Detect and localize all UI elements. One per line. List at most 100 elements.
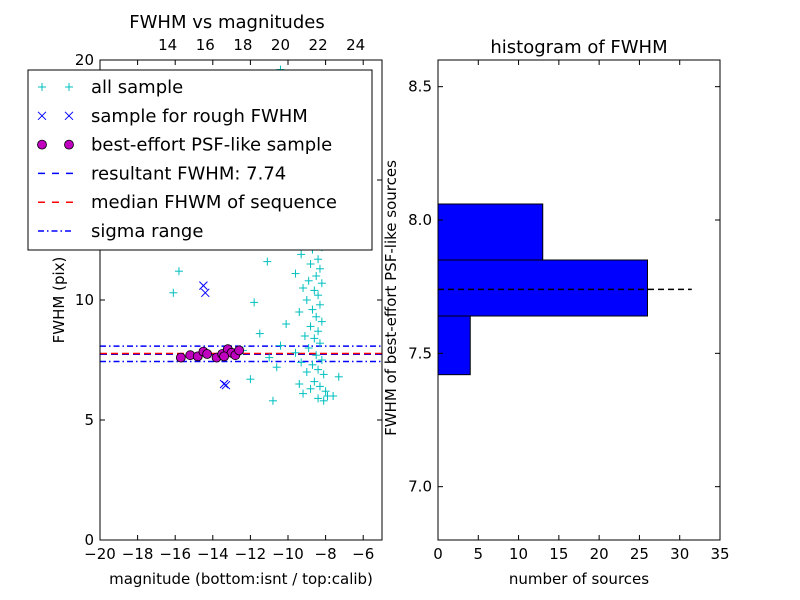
data-point [219,351,229,362]
x-tick-label: 10 [509,545,528,563]
data-point [314,255,323,264]
data-point [317,317,326,326]
y-tick-label: 7.5 [408,344,432,362]
x-tick-label: −14 [197,545,229,563]
x-tick-label: −20 [84,545,116,563]
histogram-panel: 0 5 10 15 20 25 30 35 7.0 7.5 8.0 8.5 histogram of… [382,37,730,588]
y-tick-label: 5 [84,411,94,429]
legend-label: all sample [91,77,183,98]
data-point [276,341,285,350]
histogram-bar [437,315,471,376]
x-tick-label: −6 [352,545,374,563]
data-point [263,257,272,266]
histogram-bar [437,259,648,317]
scatter-title: FWHM vs magnitudes [129,12,324,33]
histogram-x-ticks: 0 5 10 15 20 25 30 35 [433,60,730,563]
data-point [175,352,186,363]
data-point [310,286,319,295]
x-tick-label: −10 [272,545,304,563]
y-tick-label: 20 [75,51,94,69]
data-point [304,276,313,285]
data-point [221,380,231,390]
legend-marker [37,139,47,150]
data-point [295,380,304,388]
data-point [306,260,315,268]
histogram-title: histogram of FWHM [490,37,667,58]
data-point [314,394,323,403]
legend-entry: resultant FWHM: 7.74 [38,163,286,184]
data-point [300,332,309,340]
series-x [199,281,231,390]
data-point [234,345,245,356]
data-point [317,356,326,364]
x-tick-label: 35 [710,545,729,563]
legend-entry: best-effort PSF-like sample [37,135,332,156]
data-point [174,267,183,276]
data-point [314,327,323,336]
y-tick-label: 0 [84,531,94,549]
x-tick-label: 5 [474,545,484,563]
legend-entry: sigma range [38,221,203,242]
data-point [169,288,178,297]
reference-lines [100,345,382,363]
legend-marker [38,83,46,91]
x-tick-label: 15 [549,545,568,563]
legend-marker [65,83,73,91]
data-point [314,365,323,374]
histogram-y-ticks: 7.0 7.5 8.0 8.5 [408,78,720,496]
x-tick-label: 30 [670,545,689,563]
data-point [312,312,321,321]
top-tick-label: 22 [309,36,328,54]
data-point [306,322,315,331]
data-point [250,298,259,307]
data-point [200,288,210,298]
legend-label: sample for rough FWHM [91,106,308,127]
data-point [308,360,317,369]
legend-label: sigma range [91,221,203,242]
data-point [302,296,311,304]
scatter-x-label: magnitude (bottom:isnt / top:calib) [109,570,373,588]
scatter-y-label: FWHM (pix) [50,257,68,344]
legend-label: best-effort PSF-like sample [91,135,332,156]
x-tick-label: 20 [590,545,609,563]
top-tick-label: 14 [158,36,177,54]
scatter-top-ticks: 14 16 18 20 22 24 [158,36,365,54]
data-point [299,389,308,398]
data-point [268,396,277,405]
data-point [334,372,343,381]
data-point [202,349,213,359]
y-tick-label: 8.5 [408,78,432,96]
x-tick-label: −18 [122,545,154,563]
data-point [255,329,264,338]
data-point [246,375,255,384]
x-tick-label: 0 [433,545,443,563]
histogram-bar [437,203,544,261]
data-point [304,344,313,352]
data-point [291,348,300,357]
data-point [299,284,308,292]
legend-label: resultant FWHM: 7.74 [91,163,286,184]
histogram-y-label: FWHM of best-effort PSF-like sources [382,160,400,436]
legend-entry: all sample [38,77,183,98]
data-point [272,363,281,372]
x-tick-label: 25 [630,545,649,563]
data-point [306,384,315,393]
top-tick-label: 20 [271,36,290,54]
top-tick-label: 18 [233,36,252,54]
data-point [315,339,324,348]
data-point [315,300,324,309]
data-point [314,291,323,300]
data-point [312,351,321,360]
data-point [315,382,324,391]
y-tick-label: 7.0 [408,478,432,496]
data-point [319,396,328,405]
legend-marker [37,111,47,121]
data-point [315,264,324,273]
data-point [295,308,304,316]
legend-label: median FHWM of sequence [91,192,337,213]
scatter-x-ticks: −20 −18 −16 −14 −12 −10 −8 −6 [84,60,374,563]
legend-entry: sample for rough FWHM [37,106,308,127]
legend-box [27,69,373,251]
data-point [310,377,319,386]
data-point [297,358,306,367]
